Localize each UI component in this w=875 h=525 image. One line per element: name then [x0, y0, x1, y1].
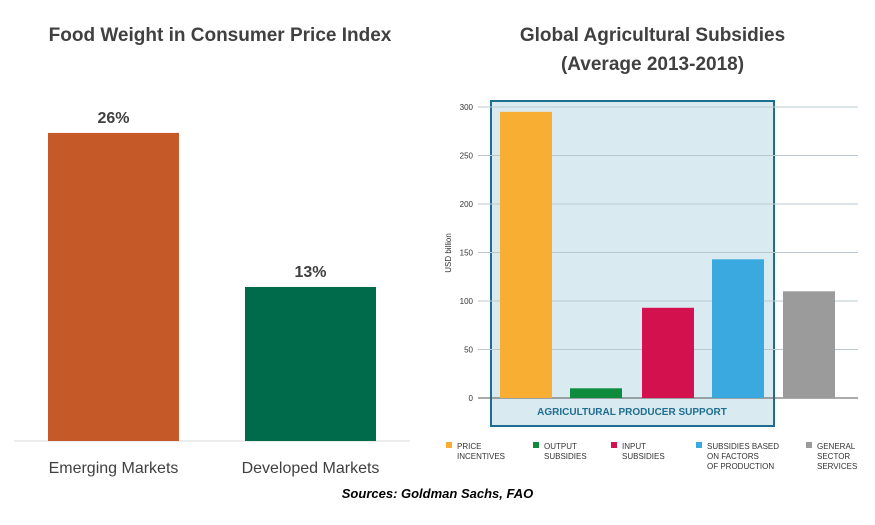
value-label-emerging-markets: 26% [97, 110, 129, 127]
bar-emerging-markets [48, 132, 179, 441]
legend-label-subsidies-based-on-factors-of-production: SUBSIDIES BASED ON FACTORS OF PRODUCTION [707, 442, 779, 471]
legend-swatch-input-subsidies [611, 442, 617, 448]
bar-price-incentives [500, 111, 552, 398]
legend-label-price-incentives: PRICE INCENTIVES [457, 442, 505, 461]
y-axis-label: USD billion [444, 233, 453, 273]
y-tick-100: 100 [460, 297, 474, 306]
y-tick-200: 200 [460, 200, 474, 209]
legend-swatch-subsidies-based-on-factors-of-production [696, 442, 702, 448]
category-label-developed-markets: Developed Markets [242, 460, 380, 477]
left-chart-title: Food Weight in Consumer Price Index [48, 25, 392, 46]
legend-swatch-general-sector-services [806, 442, 812, 448]
category-label-emerging-markets: Emerging Markets [49, 460, 179, 477]
agricultural-subsidies-chart: 0 50 100 150 200 250 300 USD billion AGRICULTURA… [444, 100, 858, 471]
legend-label-output-subsidies: OUTPUT SUBSIDIES [544, 442, 587, 461]
bar-subsidies-based-on-factors-of-production [712, 259, 764, 398]
y-tick-300: 300 [460, 103, 474, 112]
y-tick-150: 150 [460, 249, 474, 258]
legend-line-output-subsidies-1: SUBSIDIES [544, 452, 587, 461]
bar-output-subsidies [570, 388, 622, 398]
legend-line-subsidies-based-on-factors-of-production-0: SUBSIDIES BASED [707, 442, 779, 451]
y-tick-250: 250 [460, 152, 474, 161]
legend-label-input-subsidies: INPUT SUBSIDIES [622, 442, 665, 461]
right-chart-title-text: Global Agricultural Subsidies [519, 25, 786, 46]
legend-line-general-sector-services-0: GENERAL [817, 442, 856, 451]
value-label-developed-markets: 13% [294, 264, 326, 281]
legend-line-subsidies-based-on-factors-of-production-2: OF PRODUCTION [707, 462, 774, 471]
producer-support-label: AGRICULTURAL PRODUCER SUPPORT [537, 407, 727, 418]
y-tick-50: 50 [464, 346, 473, 355]
legend-line-output-subsidies-0: OUTPUT [544, 442, 577, 451]
legend-line-general-sector-services-2: SERVICES [817, 462, 857, 471]
legend-line-subsidies-based-on-factors-of-production-1: ON FACTORS [707, 452, 759, 461]
legend-line-input-subsidies-0: INPUT [622, 442, 646, 451]
bar-general-sector-services [783, 291, 835, 398]
bar-developed-markets [245, 286, 376, 441]
right-chart-title: Global Agricultural Subsidies (Average 2… [460, 21, 845, 79]
legend-swatch-price-incentives [446, 442, 452, 448]
legend-line-general-sector-services-1: SECTOR [817, 452, 850, 461]
legend-line-input-subsidies-1: SUBSIDIES [622, 452, 665, 461]
right-chart-subtitle: (Average 2013-2018) [560, 54, 745, 75]
sources-note: Sources: Goldman Sachs, FAO [341, 486, 534, 501]
bar-input-subsidies [642, 307, 694, 398]
legend-line-price-incentives-1: INCENTIVES [457, 452, 505, 461]
legend-line-price-incentives-0: PRICE [457, 442, 481, 451]
legend-swatch-output-subsidies [533, 442, 539, 448]
y-tick-0: 0 [469, 394, 474, 403]
legend-label-general-sector-services: GENERAL SECTOR SERVICES [817, 442, 857, 471]
cpi-food-weight-chart: 26% Emerging Markets 13% Developed Markets [14, 110, 410, 477]
